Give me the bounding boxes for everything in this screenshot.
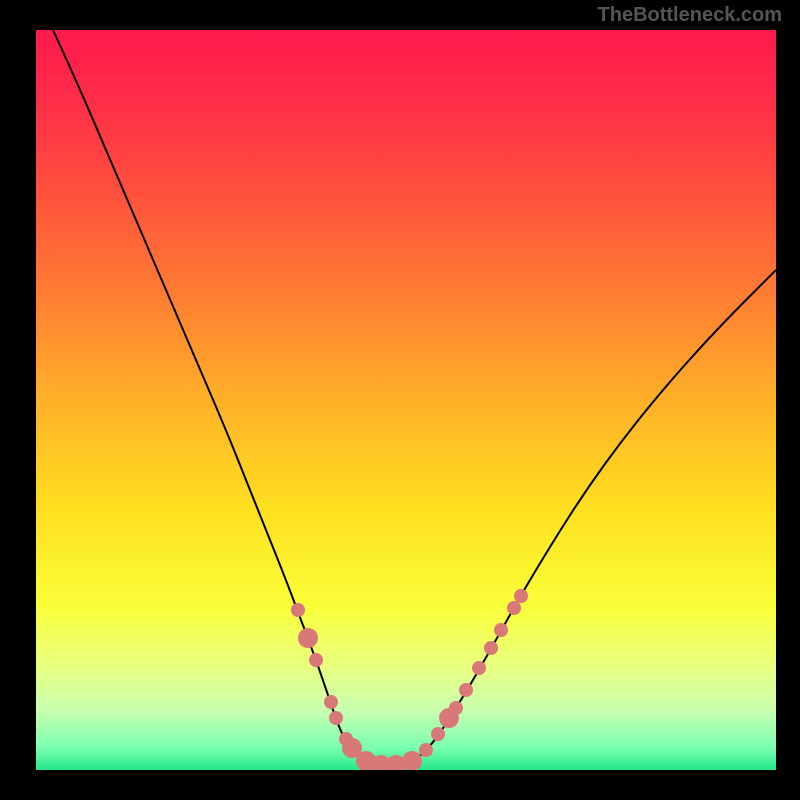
- curve-dot: [309, 653, 323, 667]
- curve-dot: [507, 601, 521, 615]
- curve-dot: [298, 628, 318, 648]
- bottleneck-curve: [53, 30, 776, 767]
- curve-dot: [459, 683, 473, 697]
- plot-area: [36, 30, 776, 770]
- curve-dots: [291, 589, 528, 770]
- watermark-text: TheBottleneck.com: [598, 4, 782, 27]
- curve-dot: [494, 623, 508, 637]
- curve-dot: [402, 751, 422, 770]
- curve-dot: [329, 711, 343, 725]
- curve-dot: [514, 589, 528, 603]
- curve-dot: [324, 695, 338, 709]
- curve-dot: [484, 641, 498, 655]
- curve-dot: [449, 701, 463, 715]
- chart-overlay: [36, 30, 776, 770]
- curve-dot: [419, 743, 433, 757]
- curve-dot: [431, 727, 445, 741]
- curve-dot: [472, 661, 486, 675]
- curve-dot: [291, 603, 305, 617]
